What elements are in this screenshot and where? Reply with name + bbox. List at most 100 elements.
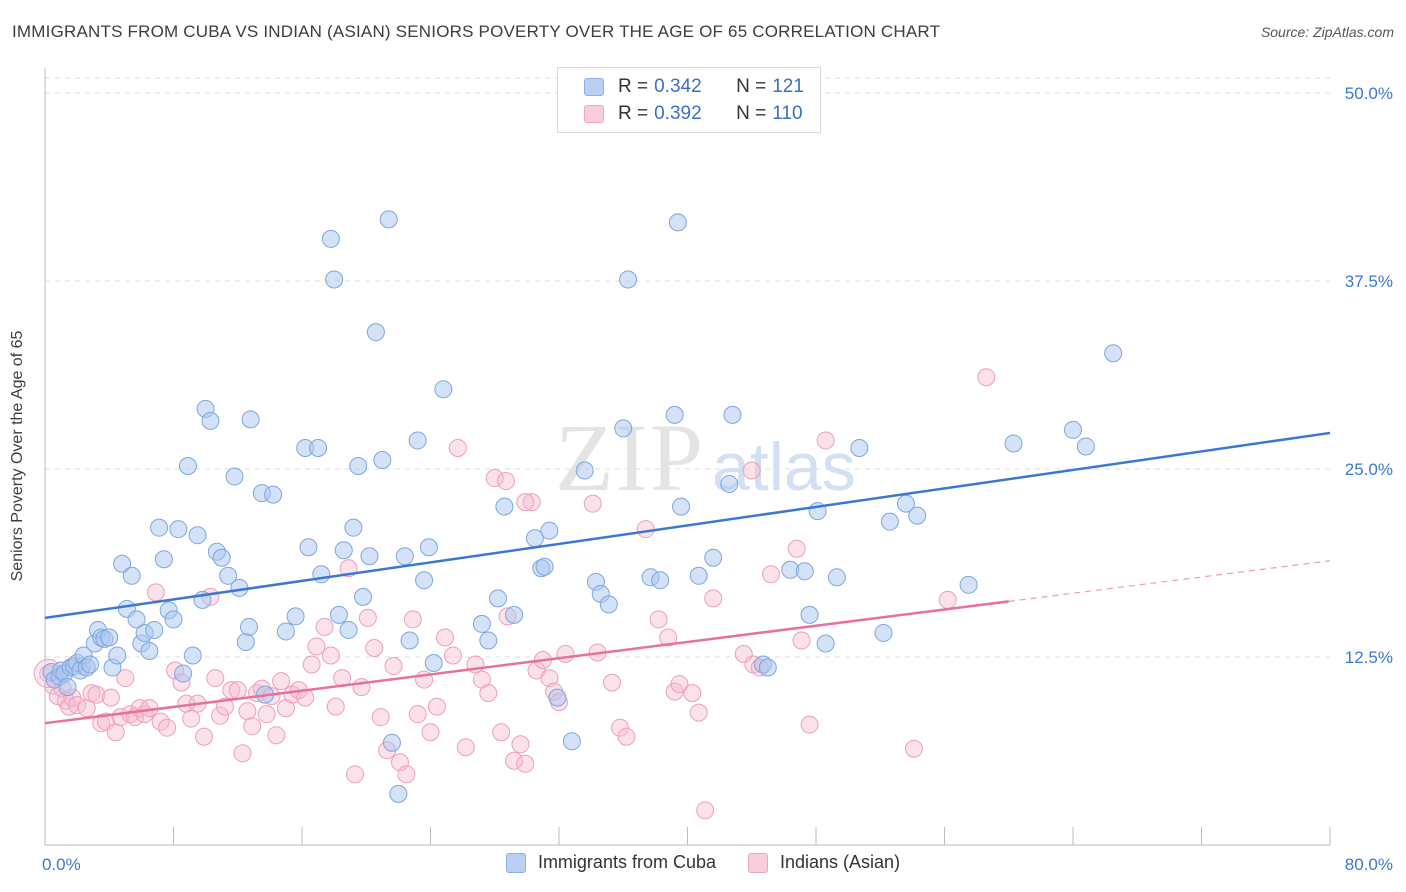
indian-point	[456, 738, 475, 757]
bottom-legend-label-indian: Indians (Asian)	[780, 852, 901, 872]
cuba-point	[100, 628, 119, 647]
legend-swatch-cuba	[584, 78, 604, 96]
indian-point	[479, 684, 498, 703]
indian-point	[408, 705, 427, 724]
cuba-point	[668, 213, 687, 232]
legend-r-value: 0.342	[654, 76, 702, 97]
cuba-point	[379, 210, 398, 229]
indian-point	[617, 727, 636, 746]
cuba-point	[488, 589, 507, 608]
indian-point	[257, 705, 276, 724]
cuba-point	[479, 631, 498, 650]
bottom-legend-swatch-cuba	[505, 852, 526, 873]
cuba-point	[704, 548, 723, 567]
cuba-point	[827, 568, 846, 587]
cuba-point	[212, 548, 231, 567]
cuba-point	[373, 450, 392, 469]
cuba-point	[415, 571, 434, 590]
legend: R = 0.342 N = 121 R = 0.392 N = 110	[557, 67, 821, 133]
cuba-point	[164, 610, 183, 629]
indian-point	[68, 696, 87, 715]
cuba-point	[723, 405, 742, 424]
indian-point	[516, 754, 535, 773]
cuba-point	[140, 641, 159, 660]
indian-point	[448, 438, 467, 457]
cuba-points	[42, 210, 1123, 803]
legend-n-value: 110	[772, 103, 803, 124]
y-tick-label: 50.0%	[1345, 84, 1393, 103]
cuba-point	[80, 655, 99, 674]
indian-point	[146, 583, 165, 602]
cuba-point	[908, 506, 927, 525]
cuba-point	[108, 646, 127, 665]
indian-point	[233, 744, 252, 763]
cuba-point	[758, 658, 777, 677]
indian-point	[421, 723, 440, 742]
cuba-point	[850, 438, 869, 457]
cuba-point	[689, 566, 708, 585]
chart-title: IMMIGRANTS FROM CUBA VS INDIAN (ASIAN) S…	[12, 22, 941, 41]
indian-point	[352, 678, 371, 697]
indian-point	[228, 681, 247, 700]
bottom-legend: Immigrants from Cuba Indians (Asian)	[0, 852, 1406, 873]
indian-point	[689, 703, 708, 722]
indian-point	[215, 697, 234, 716]
indian-point	[670, 675, 689, 694]
cuba-point	[169, 520, 188, 539]
cuba-point	[241, 410, 260, 429]
cuba-point	[239, 617, 258, 636]
cuba-point	[800, 605, 819, 624]
source-label: Source: ZipAtlas.com	[1260, 24, 1394, 40]
cuba-point	[183, 646, 202, 665]
x-tick-label: 80.0%	[1345, 855, 1393, 874]
indian-point	[346, 765, 365, 784]
cuba-point	[174, 664, 193, 683]
cuba-point	[276, 622, 295, 641]
cuba-point	[540, 521, 559, 540]
trend-lines	[44, 431, 1331, 725]
x-tick-label: 0.0%	[42, 855, 81, 874]
indian-point	[522, 493, 541, 512]
indian-point	[267, 726, 286, 745]
legend-r-value: 0.392	[654, 103, 702, 124]
indian-point	[603, 673, 622, 692]
indian-point	[321, 646, 340, 665]
indian-point	[371, 708, 390, 727]
legend-row-cuba: R = 0.342 N = 121	[558, 75, 804, 99]
indian-point	[158, 718, 177, 737]
indian-point	[816, 431, 835, 450]
cuba-point	[720, 475, 739, 494]
indian-point	[326, 697, 345, 716]
cuba-point	[389, 784, 408, 803]
indian-point	[742, 461, 761, 480]
indian-point	[683, 684, 702, 703]
bottom-legend-label-cuba: Immigrants from Cuba	[537, 852, 716, 872]
watermark-zip: ZIP	[555, 404, 705, 511]
indian-point	[397, 765, 416, 784]
indian-trend-extension	[1008, 560, 1331, 602]
cuba-point	[299, 538, 318, 557]
indian-point	[206, 669, 225, 688]
indian-point	[435, 628, 454, 647]
cuba-point	[651, 571, 670, 590]
cuba-point	[1076, 437, 1095, 456]
indian-point	[302, 655, 321, 674]
indian-point	[540, 669, 559, 688]
indian-point	[195, 727, 214, 746]
indian-point	[384, 657, 403, 676]
indian-point	[696, 801, 715, 820]
cuba-point	[959, 575, 978, 594]
y-tick-label: 12.5%	[1345, 648, 1393, 667]
indian-point	[272, 672, 291, 691]
cuba-point	[419, 538, 438, 557]
cuba-point	[321, 229, 340, 248]
cuba-point	[874, 623, 893, 642]
cuba-point	[1064, 420, 1082, 439]
indian-point	[704, 589, 723, 608]
cuba-point	[619, 270, 638, 289]
indian-point	[315, 617, 334, 636]
indian-point	[106, 723, 125, 742]
legend-n-key: N =	[736, 76, 767, 97]
cuba-point	[264, 485, 283, 504]
